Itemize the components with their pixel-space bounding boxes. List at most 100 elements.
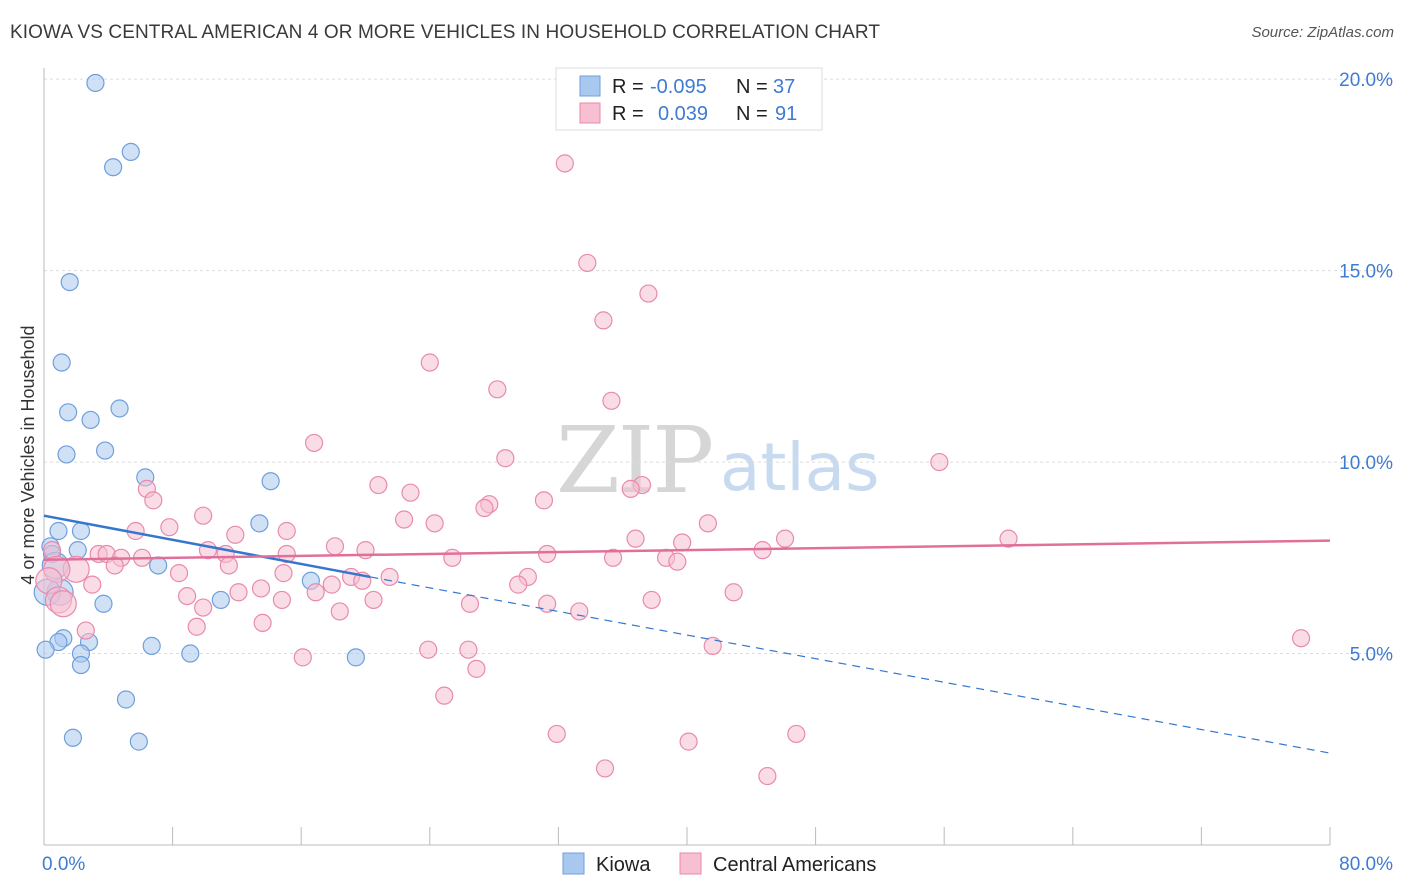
legend-r-value-kiowa: -0.095 — [650, 76, 707, 98]
point-central-americans-71 — [330, 602, 349, 621]
point-central-americans-16 — [534, 491, 554, 510]
point-central-americans-2 — [639, 284, 658, 303]
point-central-americans-59 — [306, 583, 325, 602]
axes — [43, 68, 1331, 846]
point-central-americans-62 — [177, 586, 197, 606]
legend-r-value-central-americans: 0.039 — [658, 103, 708, 125]
point-central-americans-0 — [555, 154, 574, 173]
legend-r-label-central-americans: R = — [612, 103, 644, 125]
point-central-americans-50 — [274, 564, 293, 583]
point-central-americans-87 — [758, 766, 777, 786]
trend-line-kiowa — [43, 514, 371, 579]
series-legend-swatch-central-americans — [679, 852, 702, 875]
point-kiowa-2 — [104, 158, 123, 177]
trend-line-kiowa-extension — [370, 576, 1331, 754]
point-central-americans-76 — [1291, 629, 1311, 648]
point-central-americans-73 — [253, 613, 272, 633]
y-tick-label-10: 10.0% — [1339, 453, 1393, 474]
legend-r-label-kiowa: R = — [612, 76, 644, 98]
point-central-americans-12 — [621, 479, 640, 498]
x-tick-labels: 0.0% 80.0% — [42, 854, 1393, 875]
point-kiowa-6 — [110, 399, 129, 418]
point-central-americans-72 — [570, 602, 589, 621]
point-central-americans-78 — [419, 640, 438, 659]
point-central-americans-81 — [467, 659, 486, 678]
point-central-americans-68 — [538, 594, 557, 613]
point-central-americans-22 — [425, 514, 444, 533]
point-central-americans-27 — [775, 529, 795, 548]
point-central-americans-15 — [144, 491, 163, 510]
x-tick-label-min: 0.0% — [42, 854, 85, 875]
point-kiowa-12 — [49, 521, 68, 541]
point-central-americans-18 — [475, 498, 494, 518]
point-central-americans-90 — [219, 556, 238, 575]
trend-lines — [43, 514, 1331, 754]
point-kiowa-35 — [63, 728, 83, 747]
point-kiowa-32 — [346, 648, 365, 667]
point-kiowa-3 — [60, 272, 79, 292]
point-central-americans-14 — [401, 483, 420, 502]
point-central-americans-60 — [724, 583, 743, 602]
point-central-americans-1 — [578, 253, 597, 273]
legend-swatch-kiowa — [579, 75, 601, 97]
point-central-americans-65 — [642, 590, 661, 610]
point-kiowa-5 — [59, 403, 78, 422]
point-central-americans-74 — [187, 617, 206, 636]
y-tick-label-20: 20.0% — [1339, 70, 1393, 91]
point-central-americans-82 — [435, 686, 454, 705]
point-kiowa-4 — [52, 353, 71, 372]
point-kiowa-33 — [71, 655, 91, 675]
point-central-americans-45 — [668, 552, 687, 571]
y-axis-title: 4 or more Vehicles in Household — [18, 325, 38, 584]
point-central-americans-19 — [194, 506, 213, 525]
point-central-americans-67 — [460, 594, 480, 613]
legend-n-label-central-americans: N = — [736, 103, 768, 125]
point-central-americans-23 — [160, 518, 179, 537]
point-kiowa-29 — [36, 640, 55, 659]
trend-line-central-americans — [43, 539, 1331, 561]
point-central-americans-57 — [83, 575, 102, 594]
point-central-americans-10 — [369, 475, 388, 495]
point-central-americans-43 — [603, 548, 623, 567]
legend-n-label-kiowa: N = — [736, 76, 768, 98]
point-central-americans-49 — [169, 564, 189, 583]
chart-title: KIOWA VS CENTRAL AMERICAN 4 OR MORE VEHI… — [10, 22, 881, 43]
point-central-americans-8 — [496, 449, 515, 468]
point-central-americans-31 — [325, 537, 345, 556]
y-tick-label-15: 15.0% — [1339, 262, 1393, 283]
point-central-americans-9 — [930, 452, 949, 472]
point-central-americans-4 — [420, 353, 439, 372]
point-central-americans-26 — [226, 525, 245, 544]
point-central-americans-69 — [49, 590, 77, 618]
point-central-americans-83 — [787, 724, 806, 744]
y-tick-label-5: 5.0% — [1350, 645, 1393, 666]
watermark: ZIP atlas — [556, 407, 880, 514]
point-central-americans-58 — [251, 579, 271, 598]
point-central-americans-75 — [76, 621, 95, 640]
point-central-americans-5 — [488, 380, 507, 399]
point-kiowa-34 — [116, 690, 136, 709]
point-central-americans-53 — [380, 567, 399, 587]
point-central-americans-86 — [595, 759, 615, 778]
point-central-americans-29 — [626, 529, 645, 548]
point-central-americans-79 — [459, 640, 478, 659]
point-kiowa-24 — [211, 590, 230, 610]
point-central-americans-20 — [394, 510, 414, 529]
point-central-americans-24 — [277, 521, 296, 541]
point-central-americans-84 — [547, 724, 566, 744]
point-central-americans-48 — [105, 556, 124, 575]
legend-n-value-kiowa: 37 — [773, 76, 795, 98]
point-kiowa-8 — [57, 445, 76, 464]
point-central-americans-63 — [272, 590, 292, 610]
point-kiowa-9 — [95, 441, 115, 460]
series-legend-label-central-americans: Central Americans — [713, 854, 876, 876]
watermark-zip: ZIP — [556, 407, 712, 514]
point-central-americans-70 — [194, 598, 213, 617]
point-central-americans-7 — [304, 433, 324, 453]
point-central-americans-37 — [538, 544, 557, 564]
legend-n-value-central-americans: 91 — [775, 103, 797, 125]
point-kiowa-23 — [94, 594, 113, 613]
watermark-atlas: atlas — [720, 429, 880, 506]
point-central-americans-61 — [229, 583, 248, 602]
